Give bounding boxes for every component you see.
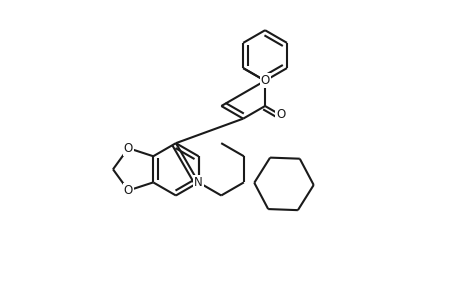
Text: O: O (260, 74, 269, 87)
Text: N: N (194, 176, 202, 189)
Text: O: O (123, 142, 133, 155)
Text: O: O (275, 108, 285, 122)
Text: O: O (123, 184, 133, 197)
